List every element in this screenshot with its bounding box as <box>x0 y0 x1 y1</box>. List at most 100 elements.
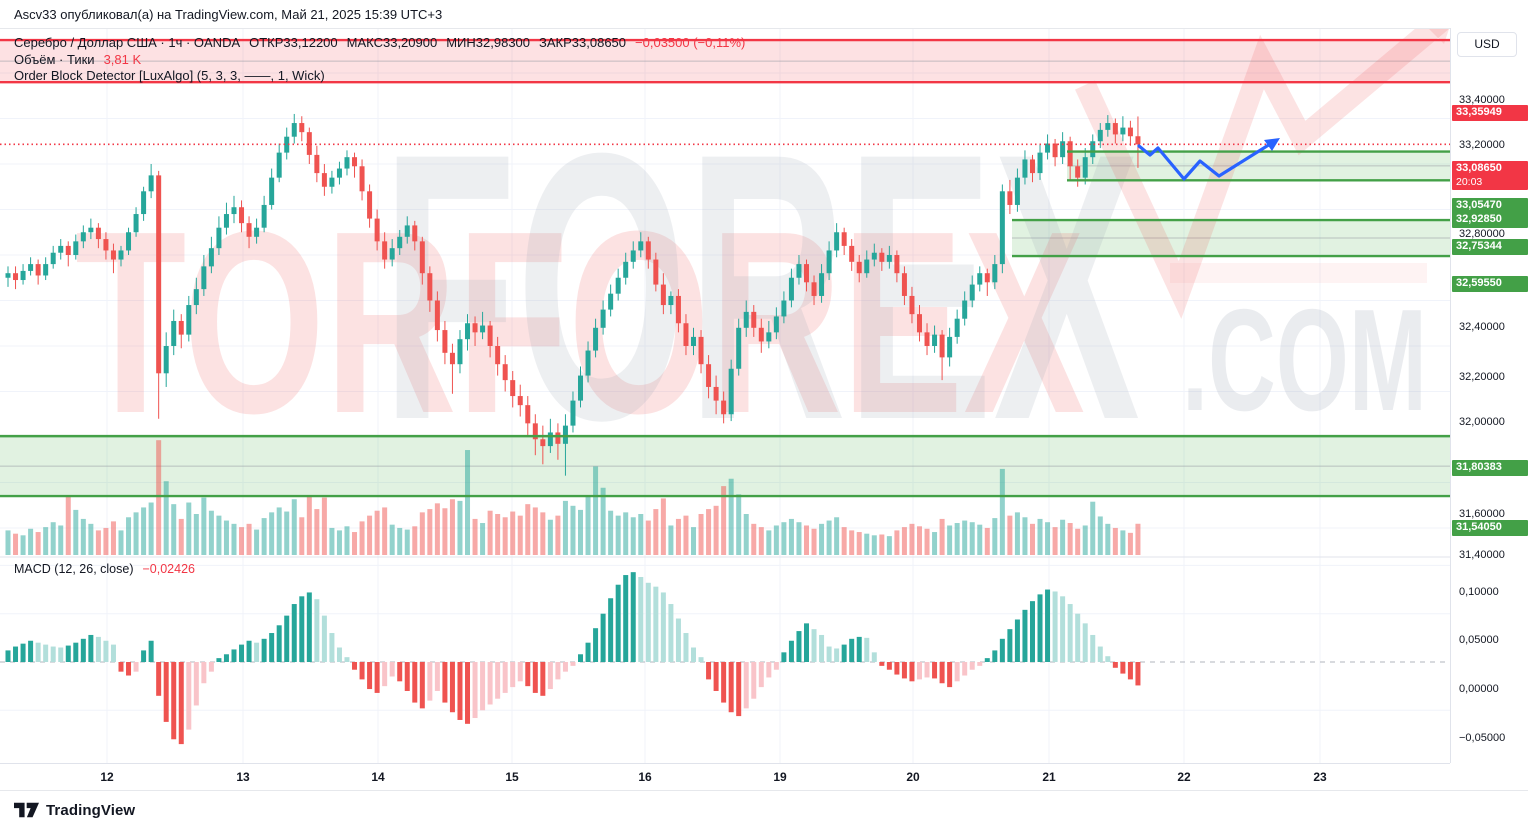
candle-body <box>344 157 350 169</box>
day-label[interactable]: 12 <box>100 770 114 784</box>
macd-histogram-bar <box>969 662 975 670</box>
candle-body <box>284 136 290 153</box>
candle-body <box>706 364 712 387</box>
legend-indicator-row[interactable]: Order Block Detector [LuxAlgo] (5, 3, 3,… <box>14 68 745 85</box>
volume-bar <box>28 528 34 555</box>
volume-title[interactable]: Объём · Тики <box>14 51 95 67</box>
candle-body <box>389 248 395 260</box>
macd-histogram-bar <box>284 615 290 662</box>
day-label[interactable]: 14 <box>371 770 385 784</box>
macd-histogram-bar <box>916 662 922 680</box>
macd-histogram-bar <box>246 640 252 662</box>
candle-body <box>826 250 832 274</box>
macd-histogram-bar <box>1135 662 1141 686</box>
projection-arrow <box>1137 139 1277 181</box>
volume-bar <box>736 494 742 555</box>
macd-histogram-bar <box>1014 619 1020 662</box>
candle-body <box>5 273 11 278</box>
volume-bar <box>924 528 930 555</box>
candle-body <box>367 191 373 219</box>
macd-histogram-bar <box>698 657 704 662</box>
high-label: МАКС <box>346 35 383 50</box>
day-label[interactable]: 20 <box>906 770 920 784</box>
price-tick-label: 32,20000 <box>1459 371 1505 383</box>
candle-body <box>721 400 727 415</box>
candle-body <box>660 284 666 306</box>
macd-histogram-bar <box>427 662 433 701</box>
macd-title[interactable]: MACD (12, 26, close) <box>14 562 134 576</box>
candle-body <box>1045 143 1051 153</box>
macd-histogram-bar <box>1097 646 1103 662</box>
macd-histogram-bar <box>525 662 531 687</box>
volume-bar <box>1075 528 1081 555</box>
candle-body <box>35 264 41 276</box>
macd-histogram-bar <box>65 645 71 662</box>
candle-body <box>932 334 938 346</box>
legend-volume-row[interactable]: Объём · Тики 3,81 K <box>14 52 745 69</box>
volume-bar <box>73 509 79 555</box>
macd-histogram-bar <box>608 598 614 662</box>
macd-histogram-bar <box>683 633 689 662</box>
candle-body <box>306 132 312 155</box>
volume-bar <box>404 529 410 555</box>
macd-histogram-bar <box>223 654 229 662</box>
close-label: ЗАКР <box>539 35 572 50</box>
macd-histogram-bar <box>186 662 192 730</box>
day-label[interactable]: 22 <box>1177 770 1191 784</box>
macd-histogram-bar <box>736 662 742 717</box>
day-label[interactable]: 19 <box>773 770 787 784</box>
macd-histogram-bar <box>487 662 493 705</box>
legend-symbol-row[interactable]: Серебро / Доллар США · 1ч · OANDA ОТКР33,… <box>14 35 745 52</box>
candle-body <box>698 336 704 365</box>
volume-bar <box>525 504 531 555</box>
currency-button[interactable]: USD <box>1457 32 1517 57</box>
volume-bar <box>148 502 154 555</box>
candle-body <box>480 325 486 333</box>
candle-body <box>570 400 576 426</box>
candle-body <box>653 259 659 285</box>
macd-histogram-bar <box>1067 604 1073 662</box>
day-label[interactable]: 15 <box>505 770 519 784</box>
candle-body <box>623 261 629 278</box>
volume-bar <box>58 525 64 555</box>
candle-body <box>796 264 802 278</box>
macd-histogram-bar <box>171 662 177 740</box>
macd-histogram-bar <box>864 637 870 662</box>
candle-body <box>849 245 855 262</box>
day-label[interactable]: 23 <box>1313 770 1327 784</box>
macd-histogram-bar <box>389 662 395 677</box>
price-axis[interactable]: USD 33,40000 33,20000 32,80000 32,40000 32,2… <box>1450 28 1528 763</box>
symbol-title[interactable]: Серебро / Доллар США · 1ч · OANDA <box>14 35 241 50</box>
macd-histogram-bar <box>1120 662 1126 674</box>
volume-bar <box>668 525 674 555</box>
day-label[interactable]: 13 <box>236 770 250 784</box>
volume-bar <box>1045 522 1051 555</box>
time-axis[interactable]: 12 13 14 15 16 19 20 21 22 23 <box>0 763 1450 791</box>
tradingview-brand[interactable]: TradingView <box>14 802 1528 819</box>
volume-bar <box>465 450 471 555</box>
volume-bar <box>193 514 199 555</box>
macd-histogram-bar <box>269 633 275 662</box>
volume-bar <box>532 507 538 555</box>
volume-bar <box>367 515 373 555</box>
macd-histogram-bar <box>495 662 501 699</box>
zone-price-label: 32,59550 <box>1452 276 1528 292</box>
macd-histogram-bar <box>532 662 538 693</box>
day-label[interactable]: 21 <box>1042 770 1056 784</box>
macd-legend-row[interactable]: MACD (12, 26, close) −0,02426 <box>14 562 195 576</box>
macd-histogram-bar <box>231 649 237 662</box>
volume-bar <box>457 500 463 555</box>
candle-body <box>517 396 523 406</box>
macd-histogram-bar <box>299 596 305 662</box>
price-tick-label: 0,05000 <box>1459 634 1499 646</box>
macd-histogram-bar <box>932 662 938 679</box>
candle-body <box>336 168 342 178</box>
macd-histogram-bar <box>276 625 282 662</box>
indicator-title[interactable]: Order Block Detector [LuxAlgo] (5, 3, 3,… <box>14 68 325 83</box>
macd-histogram-bar <box>630 572 636 662</box>
day-label[interactable]: 16 <box>638 770 652 784</box>
candle-body <box>1007 191 1013 205</box>
macd-histogram-bar <box>645 582 651 662</box>
candle-body <box>901 273 907 296</box>
